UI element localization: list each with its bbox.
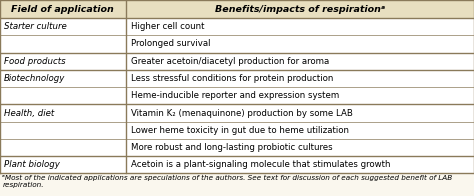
Text: Benefits/impacts of respirationᵃ: Benefits/impacts of respirationᵃ <box>215 5 385 14</box>
Bar <box>0 122 474 139</box>
Text: Prolonged survival: Prolonged survival <box>131 39 211 48</box>
Text: Acetoin is a plant-signaling molecule that stimulates growth: Acetoin is a plant-signaling molecule th… <box>131 160 391 169</box>
Bar <box>0 104 474 122</box>
Text: Starter culture: Starter culture <box>4 22 66 31</box>
Text: Health, diet: Health, diet <box>4 109 54 118</box>
Text: Less stressful conditions for protein production: Less stressful conditions for protein pr… <box>131 74 334 83</box>
Bar <box>0 70 474 87</box>
Text: Higher cell count: Higher cell count <box>131 22 205 31</box>
Bar <box>0 18 474 35</box>
Bar <box>0 53 474 70</box>
Text: More robust and long-lasting probiotic cultures: More robust and long-lasting probiotic c… <box>131 143 333 152</box>
Text: ᵃMost of the indicated applications are speculations of the authors. See text fo: ᵃMost of the indicated applications are … <box>2 174 453 188</box>
Text: Food products: Food products <box>4 57 65 66</box>
Text: Greater acetoin/diacetyl production for aroma: Greater acetoin/diacetyl production for … <box>131 57 329 66</box>
Bar <box>0 156 474 173</box>
Text: Biotechnology: Biotechnology <box>4 74 65 83</box>
Text: Lower heme toxicity in gut due to heme utilization: Lower heme toxicity in gut due to heme u… <box>131 126 349 135</box>
Bar <box>0 87 474 104</box>
Bar <box>0 139 474 156</box>
Bar <box>0 0 474 18</box>
Text: Field of application: Field of application <box>11 5 114 14</box>
Bar <box>0 35 474 53</box>
Text: Vitamin K₂ (menaquinone) production by some LAB: Vitamin K₂ (menaquinone) production by s… <box>131 109 353 118</box>
Text: Heme-inducible reporter and expression system: Heme-inducible reporter and expression s… <box>131 91 339 100</box>
Text: Plant biology: Plant biology <box>4 160 60 169</box>
